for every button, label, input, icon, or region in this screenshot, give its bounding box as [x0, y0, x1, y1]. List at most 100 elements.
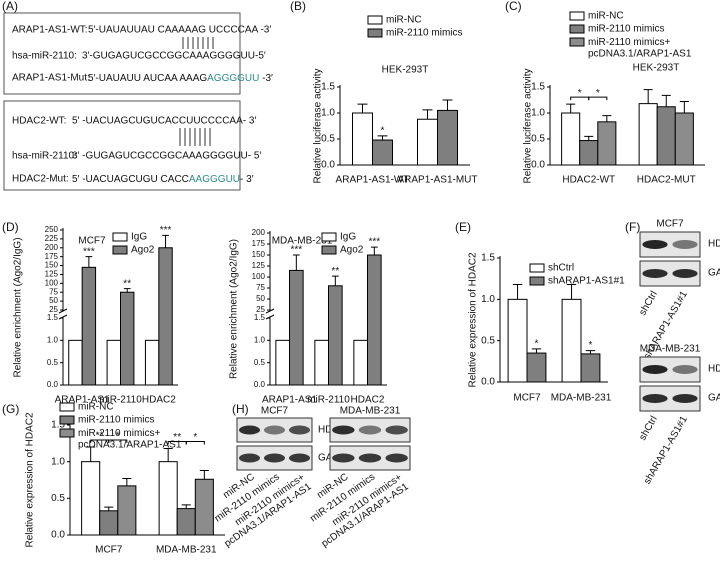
error-bar: [422, 109, 433, 120]
y-tick-label: 1.0: [531, 108, 545, 119]
bar: [352, 112, 373, 166]
y-tick-label: 125: [252, 261, 266, 270]
sequence: 5′ -UACUAGCUGU CACCAAGGGUU- 3′: [72, 174, 254, 185]
error-bar: [370, 246, 378, 255]
y-axis-label: Relative luciferase activity: [313, 68, 324, 183]
sequence: 5′-UAUAUUAU CAAAAAG UCCCCAA -3′: [88, 25, 271, 36]
x-tick-label: MDA-MB-231: [551, 393, 612, 404]
chart-subtitle: HEK-293T: [382, 65, 429, 76]
blot-band: [672, 269, 698, 278]
bar: [367, 254, 382, 386]
comparison-label: **: [96, 431, 104, 442]
legend-label: miR-2110 mimics: [386, 28, 463, 39]
blot-band: [642, 365, 668, 374]
bar: [507, 298, 528, 383]
y-tick-label: 0.0: [531, 160, 545, 171]
axis-break-gap: [59, 311, 67, 317]
blot-band: [642, 240, 668, 249]
blot-band: [642, 269, 668, 278]
y-tick-label: 125: [45, 270, 59, 279]
y-tick-label: 0.5: [481, 335, 495, 346]
bar: [158, 247, 173, 386]
error-bar: [584, 135, 594, 141]
legend-swatch: [569, 11, 585, 21]
x-tick-label: HDAC2: [142, 395, 176, 406]
significance-label: *: [381, 126, 385, 137]
blot-band: [264, 425, 285, 435]
legend-label: shCtrl: [548, 263, 574, 274]
bar: [580, 353, 601, 383]
bar: [314, 339, 330, 386]
lane-label: shCtrl: [637, 414, 660, 442]
y-tick-label: 0.5: [254, 358, 266, 367]
legend-swatch: [321, 232, 337, 242]
panel-label: (C): [505, 0, 522, 13]
significance-label: ***: [83, 246, 95, 257]
legend-label: miR-2110 mimics+ pcDNA3.1/ARAP1-AS1: [588, 37, 692, 60]
y-tick-label: 0.0: [481, 377, 495, 388]
y-tick-label: 25: [256, 305, 265, 314]
legend-label: miR-NC: [588, 11, 624, 22]
bar: [120, 291, 135, 386]
y-tick-label: 100: [252, 272, 266, 281]
y-tick-label: 1.5: [481, 253, 495, 264]
y-tick-label: 1.5: [51, 420, 65, 431]
x-tick-label: HDAC2-WT: [562, 175, 615, 186]
comparison-label: *: [193, 432, 197, 443]
legend-label: Ago2: [131, 245, 155, 256]
sequence: 5′ -UACUAGCUGUCACCUUCCCCAA- 3′: [72, 116, 256, 127]
bar: [561, 298, 582, 383]
legend-swatch: [59, 415, 75, 425]
bar: [289, 269, 304, 386]
legend-swatch: [569, 24, 585, 34]
significance-label: ***: [290, 245, 302, 256]
y-axis-label: Relative expression of HDAC2: [25, 412, 36, 547]
comparison-label: *: [578, 88, 582, 99]
significance-label: **: [123, 278, 131, 289]
comparison-bracket: [108, 439, 128, 443]
x-tick-label: ARAP1-AS1-MUT: [397, 175, 477, 186]
significance-label: *: [534, 339, 538, 350]
y-tick-label: 200: [252, 228, 266, 237]
blot-band: [672, 365, 698, 374]
sequence-box: [3, 12, 241, 95]
blot-title: MDA-MB-231: [340, 406, 401, 417]
legend-swatch: [529, 263, 545, 273]
error-bar: [292, 254, 300, 271]
error-bar: [162, 234, 169, 248]
y-tick-label: 1.5: [321, 82, 335, 93]
chart-subtitle: HEK-293T: [633, 63, 680, 74]
sequence-label: HDAC2-Mut:: [12, 174, 69, 185]
lane-label: shCtrl: [637, 289, 660, 317]
band-label: HDAC2: [708, 239, 720, 250]
error-bar: [531, 348, 542, 354]
significance-label: ***: [368, 237, 380, 248]
y-tick-label: 50: [256, 294, 265, 303]
blot-band: [358, 425, 382, 435]
blot-band: [332, 453, 355, 463]
error-bar: [442, 99, 453, 111]
y-tick-label: 0.0: [47, 380, 59, 389]
axis-break-gap: [266, 311, 274, 317]
legend-label: shARAP1-AS1#1: [548, 276, 625, 287]
y-tick-label: 175: [45, 252, 59, 261]
y-tick-label: 1.5: [47, 313, 59, 322]
band-label: GAPDH: [708, 268, 720, 279]
significance-label: ***: [160, 225, 172, 236]
bar: [638, 103, 658, 166]
y-tick-label: 1.0: [51, 456, 65, 467]
bar: [417, 118, 438, 166]
error-bar: [122, 478, 132, 486]
error-bar: [661, 94, 671, 107]
blot-band: [289, 425, 310, 435]
x-tick-label: ARAP1-AS1-WT: [336, 175, 410, 186]
significance-label: *: [588, 340, 592, 351]
bar: [68, 339, 83, 386]
panel-label: (H): [232, 402, 249, 416]
sequence-label: hsa-miR-2110:: [12, 151, 77, 162]
blot-band: [239, 425, 260, 435]
blot-band: [358, 453, 382, 463]
error-bar: [123, 288, 131, 293]
y-tick-label: 0.5: [47, 358, 59, 367]
chart-subtitle: MCF7: [78, 236, 106, 247]
